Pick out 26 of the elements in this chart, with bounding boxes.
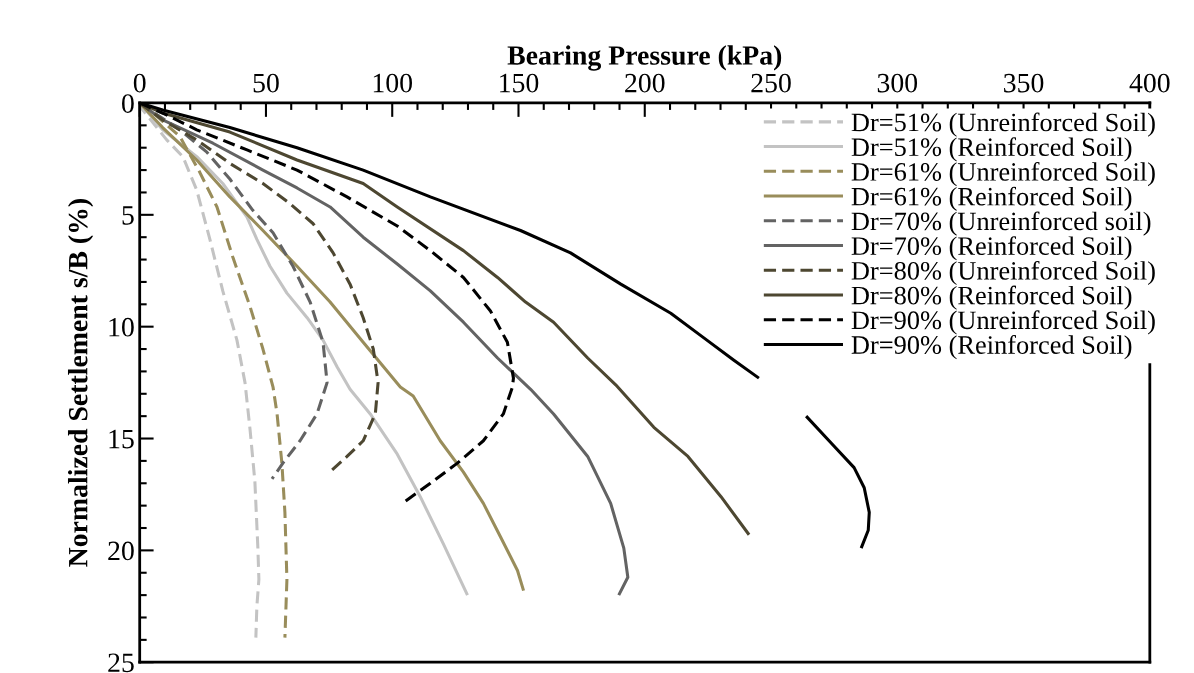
x-tick-label: 250 [751, 73, 791, 93]
y-tick-label: 0 [122, 94, 134, 113]
legend-label: Dr=51% (Reinforced Soil) [851, 137, 1132, 162]
legend-label: Dr=90% (Reinforced Soil) [851, 335, 1132, 360]
y-tick-label: 15 [109, 429, 134, 449]
legend-label: Dr=80% (Reinforced Soil) [851, 285, 1132, 310]
x-tick-label: 150 [500, 73, 539, 93]
legend-label: Dr=80% (Unreinforced Soil) [851, 260, 1155, 286]
y-tick-label: 20 [108, 541, 134, 561]
legend-label: Dr=90% (Unreinforced Soil) [851, 310, 1155, 335]
y-tick-label: 25 [108, 653, 134, 673]
x-tick-label: 200 [625, 73, 665, 93]
x-tick-label: 350 [1004, 73, 1044, 93]
x-tick-label: 100 [373, 73, 412, 93]
legend-label: Dr=70% (Unreinforced soil) [851, 211, 1151, 236]
y-tick-label: 5 [122, 206, 134, 225]
legend-label: Dr=51% (Unreinforced Soil) [851, 112, 1155, 137]
legend-label: Dr=70% (Reinforced Soil) [851, 236, 1132, 261]
x-tick-label: 400 [1129, 73, 1170, 93]
x-tick-label: 300 [877, 73, 918, 93]
x-tick-label: 50 [253, 73, 279, 93]
x-axis-title: Bearing Pressure (kPa) [507, 45, 782, 71]
y-axis-title: Normalized Settlement s/B (%) [67, 199, 94, 567]
legend-label: Dr=61% (Unreinforced Soil) [851, 161, 1155, 187]
legend-label: Dr=61% (Reinforced Soil) [851, 186, 1132, 211]
y-tick-label: 10 [109, 317, 134, 337]
